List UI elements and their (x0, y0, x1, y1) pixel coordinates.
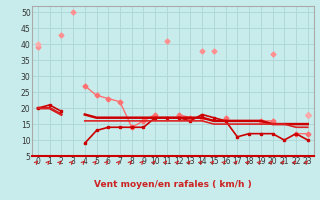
X-axis label: Vent moyen/en rafales ( km/h ): Vent moyen/en rafales ( km/h ) (94, 180, 252, 189)
